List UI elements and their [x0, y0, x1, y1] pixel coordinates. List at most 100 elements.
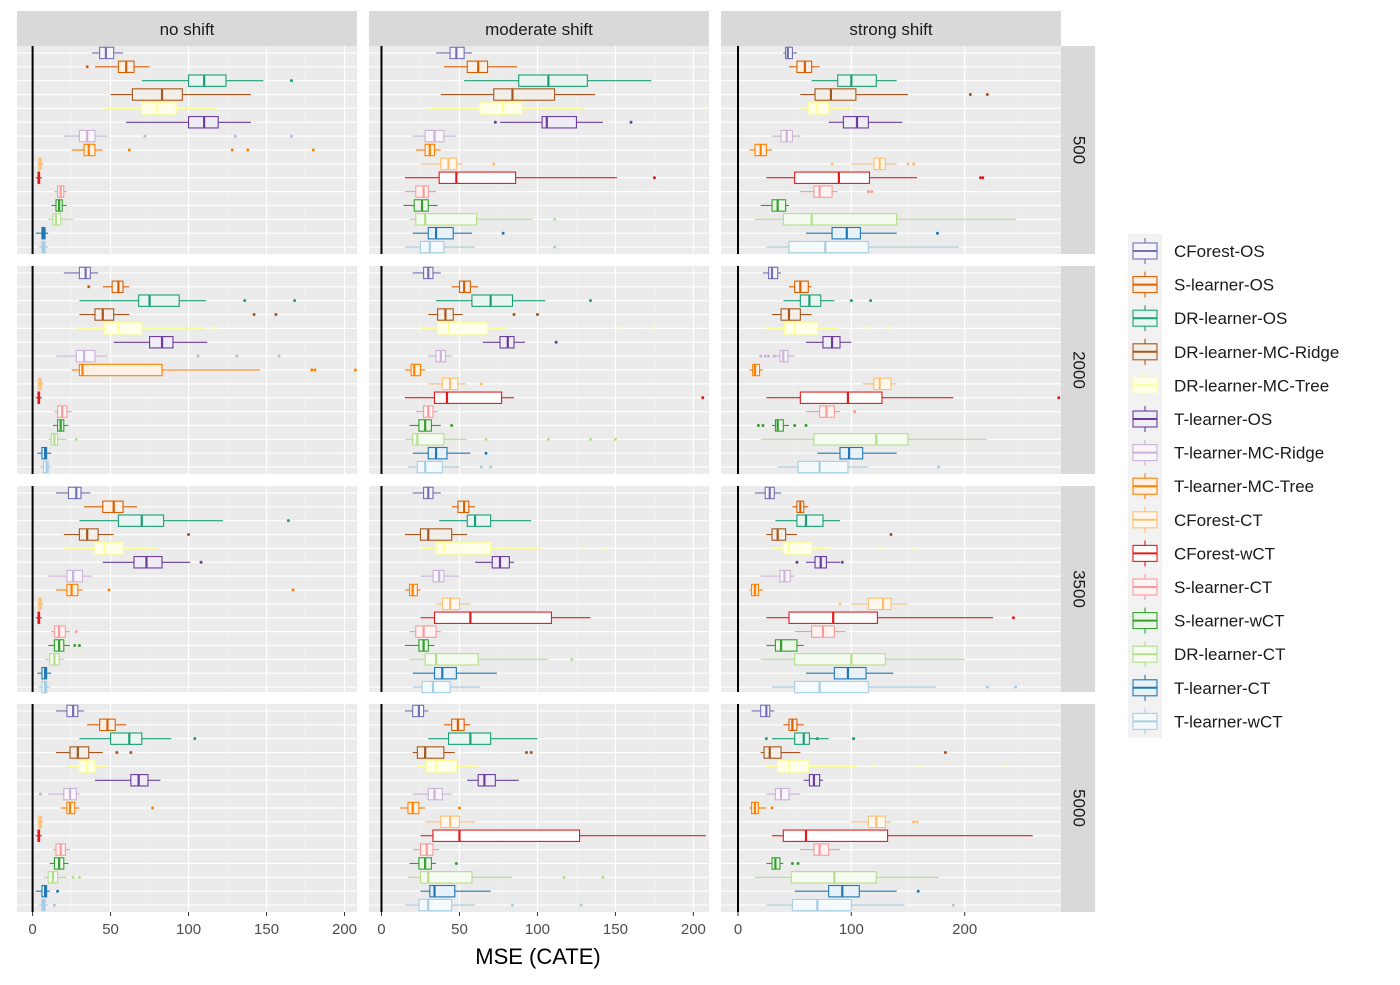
col-strip-1	[369, 11, 709, 46]
outlier-point	[77, 643, 81, 647]
boxplot-dr-learner-mc-tree	[76, 322, 216, 335]
boxplot-dr-learner-mc-ridge	[412, 746, 533, 759]
boxplot-s-learner-ct	[794, 625, 846, 638]
box	[94, 308, 115, 321]
row-strip-2	[1061, 486, 1095, 692]
boxplot-dr-learner-os	[783, 294, 873, 307]
legend-label: T-learner-CT	[1174, 679, 1270, 698]
outlier-point	[525, 751, 529, 755]
outlier-point	[601, 875, 605, 879]
boxplot-s-learner-wct	[52, 419, 69, 432]
boxplot-t-learner-wct	[766, 898, 955, 912]
outlier-point	[888, 326, 892, 330]
outlier-point	[604, 546, 608, 550]
outlier-point	[553, 245, 557, 249]
boxplot-s-learner-ct	[51, 625, 78, 638]
outlier-point	[581, 546, 585, 550]
boxplot-t-learner-ct	[35, 226, 49, 240]
boxplot-cforest-wct	[420, 829, 706, 842]
boxplot-t-learner-ct	[420, 884, 491, 898]
boxplot-s-learner-os	[792, 500, 809, 514]
box	[75, 349, 96, 363]
boxplot-dr-learner-ct	[755, 213, 1016, 226]
outlier-point	[979, 176, 983, 180]
boxplot-t-learner-wct	[40, 460, 52, 474]
box	[421, 680, 451, 694]
box	[807, 102, 830, 115]
boxplot-dr-learner-ct	[755, 871, 939, 884]
boxplot-cforest-ct	[37, 597, 44, 611]
outlier-point	[546, 437, 550, 441]
boxplot-dr-learner-ct	[404, 433, 617, 446]
boxplot-t-learner-wct	[412, 680, 480, 694]
row-strip-label: 3500	[1070, 570, 1089, 608]
boxplot-t-learner-mc-ridge	[759, 349, 795, 363]
outlier-point	[277, 354, 281, 358]
outlier-point	[912, 546, 916, 550]
boxplot-t-learner-wct	[766, 240, 959, 254]
boxplot-t-learner-mc-ridge	[55, 349, 281, 363]
box	[78, 528, 99, 541]
boxplot-cforest-os	[404, 704, 429, 718]
boxplot-s-learner-ct	[409, 625, 441, 638]
boxplot-s-learner-os	[789, 60, 820, 74]
boxplot-t-learner-mc-ridge	[412, 129, 457, 143]
boxplot-dr-learner-mc-ridge	[800, 88, 989, 101]
box	[780, 308, 801, 321]
box	[794, 680, 869, 694]
boxplot-t-learner-os	[94, 774, 161, 787]
boxplot-cforest-os	[751, 704, 775, 718]
boxplot-s-learner-os	[85, 60, 150, 74]
legend-label: CForest-CT	[1174, 511, 1263, 530]
outlier-point	[512, 313, 516, 317]
boxplot-s-learner-ct	[404, 185, 437, 198]
boxplot-cforest-wct	[420, 611, 591, 624]
boxplot-dr-learner-os	[428, 732, 538, 745]
boxplot-cforest-wct	[772, 829, 1033, 842]
box	[541, 116, 577, 129]
row-strip-1	[1061, 266, 1095, 474]
x-tick-label: 50	[102, 921, 119, 938]
row-strip-3	[1061, 704, 1095, 912]
boxplot-s-learner-os	[443, 718, 471, 732]
legend-item: T-learner-OS	[1128, 402, 1272, 436]
box	[138, 294, 180, 307]
box	[415, 185, 429, 198]
outlier-point	[450, 423, 454, 427]
col-strip-0	[17, 11, 357, 46]
boxplot-cforest-wct	[766, 611, 1015, 624]
outlier-point	[756, 423, 760, 427]
boxplot-dr-learner-ct	[48, 433, 78, 446]
box	[141, 102, 177, 115]
boxplot-s-learner-os	[789, 280, 812, 294]
boxplot-dr-learner-mc-tree	[63, 542, 158, 555]
boxplot-cforest-wct	[35, 611, 42, 624]
boxplot-t-learner-ct	[412, 446, 488, 460]
outlier-point	[56, 889, 60, 893]
outlier-point	[286, 519, 290, 523]
outlier-point	[289, 79, 293, 83]
col-strip-label: moderate shift	[485, 20, 593, 39]
box	[78, 363, 163, 377]
x-tick-label: 0	[377, 921, 385, 938]
boxplot-s-learner-ct	[54, 405, 72, 418]
outlier-point	[274, 313, 278, 317]
row-strip-label: 2000	[1070, 351, 1089, 389]
outlier-point	[151, 806, 155, 810]
boxplot-dr-learner-ct	[43, 871, 81, 884]
box	[771, 199, 787, 212]
box	[774, 419, 784, 432]
outlier-point	[193, 737, 197, 741]
outlier-point	[291, 588, 295, 592]
outlier-point	[651, 326, 655, 330]
legend-label: DR-learner-OS	[1174, 309, 1287, 328]
outlier-point	[289, 134, 293, 138]
boxplot-t-learner-mc-tree	[400, 801, 461, 815]
box	[788, 240, 869, 254]
boxplot-t-learner-mc-ridge	[412, 787, 452, 801]
boxplot-cforest-wct	[35, 171, 42, 184]
boxplot-dr-learner-os	[439, 514, 532, 527]
boxplot-s-learner-ct	[806, 405, 857, 418]
box	[783, 322, 818, 335]
